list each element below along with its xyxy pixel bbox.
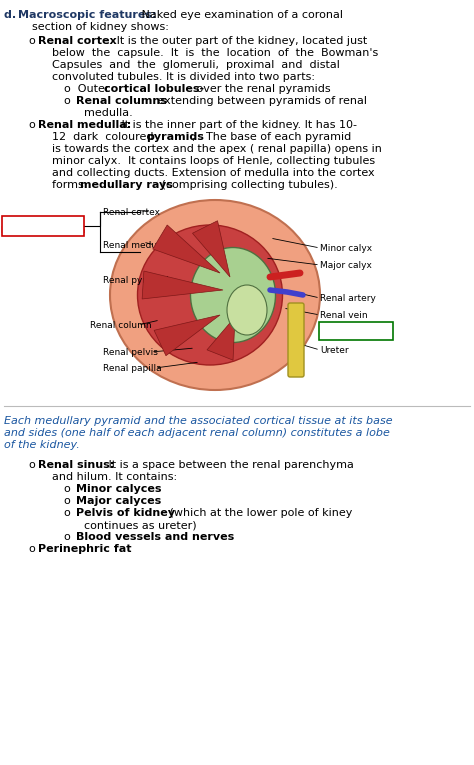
Text: Macroscopic features:: Macroscopic features: <box>18 10 156 20</box>
Text: o  Outer: o Outer <box>64 84 113 94</box>
Text: Renal pyramid: Renal pyramid <box>103 275 169 285</box>
Text: o: o <box>64 484 78 494</box>
Text: Renal pelvis: Renal pelvis <box>103 347 158 356</box>
Text: Renal vein: Renal vein <box>320 311 368 320</box>
Text: o: o <box>64 496 78 506</box>
Text: and sides (one half of each adjacent renal column) constitutes a lobe: and sides (one half of each adjacent ren… <box>4 428 390 438</box>
Text: cortical lobules-: cortical lobules- <box>104 84 204 94</box>
Text: o: o <box>64 532 78 542</box>
Polygon shape <box>153 225 220 273</box>
Text: ,   The base of each pyramid: , The base of each pyramid <box>192 132 351 142</box>
Text: Each medullary pyramid and the associated cortical tissue at its base: Each medullary pyramid and the associate… <box>4 416 392 426</box>
Text: Minor calyces: Minor calyces <box>76 484 162 494</box>
Text: medullary rays: medullary rays <box>80 181 173 190</box>
Text: o: o <box>28 545 35 555</box>
Polygon shape <box>154 315 220 356</box>
Text: Renal sinus: Renal sinus <box>329 331 383 340</box>
Text: Renal Parenchyma: Renal Parenchyma <box>1 226 85 235</box>
Text: d.: d. <box>4 10 20 20</box>
Polygon shape <box>207 317 235 360</box>
FancyBboxPatch shape <box>2 216 84 236</box>
Text: Renal medulla: Renal medulla <box>103 240 168 249</box>
Text: o: o <box>28 120 35 130</box>
Text: Blood vessels and nerves: Blood vessels and nerves <box>76 532 234 542</box>
Text: Major calyx: Major calyx <box>320 261 372 269</box>
Ellipse shape <box>191 248 275 343</box>
Text: Renal papilla: Renal papilla <box>103 363 162 373</box>
Text: and collecting ducts. Extension of medulla into the cortex: and collecting ducts. Extension of medul… <box>52 168 374 178</box>
Text: Renal artery: Renal artery <box>320 294 376 302</box>
Text: o: o <box>64 96 78 106</box>
FancyBboxPatch shape <box>319 322 393 340</box>
Ellipse shape <box>227 285 267 335</box>
Text: o: o <box>28 37 35 47</box>
Text: Naked eye examination of a coronal: Naked eye examination of a coronal <box>138 10 343 20</box>
Ellipse shape <box>110 200 320 390</box>
Text: continues as ureter): continues as ureter) <box>84 520 197 530</box>
Text: Renal medulla:: Renal medulla: <box>38 120 131 130</box>
Text: and hilum. It contains:: and hilum. It contains: <box>52 473 177 483</box>
Text: over the renal pyramids: over the renal pyramids <box>193 84 331 94</box>
Text: Major calyces: Major calyces <box>76 496 161 506</box>
Text: 12  dark  coloured: 12 dark coloured <box>52 132 157 142</box>
Text: o: o <box>64 509 78 519</box>
Text: o: o <box>28 461 35 470</box>
Text: Renal cortex: Renal cortex <box>38 37 117 47</box>
Text: Pelvis of kidney: Pelvis of kidney <box>76 509 175 519</box>
Text: minor calyx.  It contains loops of Henle, collecting tubules: minor calyx. It contains loops of Henle,… <box>52 156 375 167</box>
Text: forms: forms <box>52 181 87 190</box>
Text: is towards the cortex and the apex ( renal papilla) opens in: is towards the cortex and the apex ( ren… <box>52 145 382 155</box>
Polygon shape <box>192 221 230 277</box>
Text: pyramids: pyramids <box>146 132 204 142</box>
Text: Capsules  and  the  glomeruli,  proximal  and  distal: Capsules and the glomeruli, proximal and… <box>52 60 340 70</box>
Text: Minor calyx: Minor calyx <box>320 243 372 252</box>
Text: (comprising collecting tubules).: (comprising collecting tubules). <box>158 181 338 190</box>
Text: (which at the lower pole of kiney: (which at the lower pole of kiney <box>166 509 352 519</box>
Polygon shape <box>142 271 223 299</box>
Text: It is a space between the renal parenchyma: It is a space between the renal parenchy… <box>105 461 354 470</box>
Text: of the kidney.: of the kidney. <box>4 440 80 450</box>
Text: Renal columns: Renal columns <box>76 96 167 106</box>
Text: It is the inner part of the kidney. It has 10-: It is the inner part of the kidney. It h… <box>118 120 357 130</box>
Ellipse shape <box>137 225 283 365</box>
Text: Renal cortex: Renal cortex <box>103 207 160 216</box>
Text: Renal column: Renal column <box>90 321 152 330</box>
Text: Ureter: Ureter <box>320 346 348 354</box>
Text: convoluted tubules. It is divided into two parts:: convoluted tubules. It is divided into t… <box>52 73 315 83</box>
FancyBboxPatch shape <box>288 303 304 377</box>
Text: Renal sinus:: Renal sinus: <box>38 461 114 470</box>
Text: extending between pyramids of renal: extending between pyramids of renal <box>154 96 367 106</box>
Text: medulla.: medulla. <box>84 109 133 119</box>
Text: Perinephric fat: Perinephric fat <box>38 545 131 555</box>
Text: section of kidney shows:: section of kidney shows: <box>32 22 169 32</box>
Text: below  the  capsule.  It  is  the  location  of  the  Bowman's: below the capsule. It is the location of… <box>52 48 378 58</box>
Text: :  It is the outer part of the kidney, located just: : It is the outer part of the kidney, lo… <box>106 37 367 47</box>
